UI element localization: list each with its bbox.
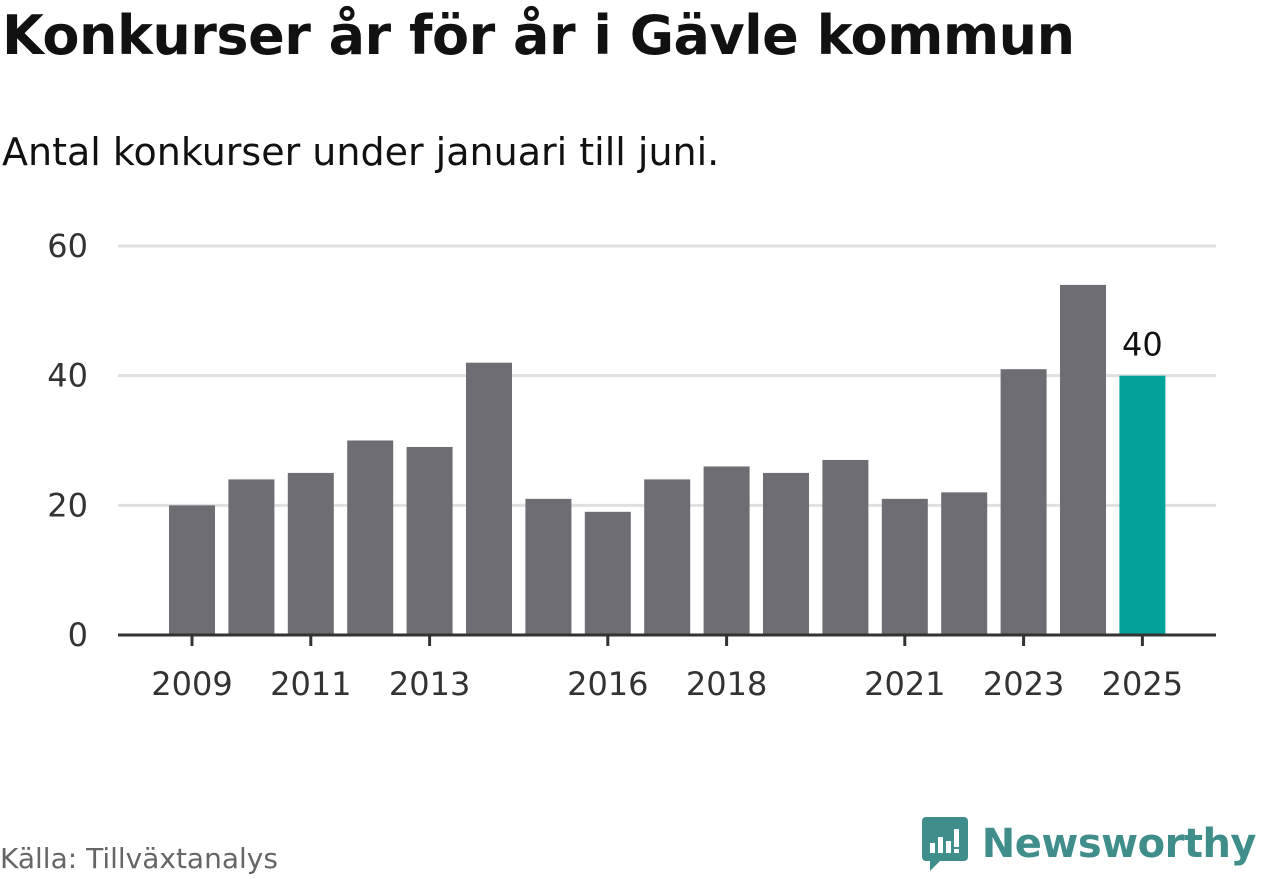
bar-2009 <box>169 505 215 635</box>
bar-2020 <box>822 459 869 635</box>
x-tick-label: 2025 <box>1102 665 1183 703</box>
data-labels: 40 <box>1122 326 1163 364</box>
chart-title: Konkurser år för år i Gävle kommun <box>2 4 1075 67</box>
bars <box>169 284 1166 635</box>
x-tick-label: 2021 <box>864 665 945 703</box>
bar-2022 <box>941 492 988 635</box>
x-tick-label: 2018 <box>686 665 767 703</box>
bar-2011 <box>287 472 334 635</box>
bar-2010 <box>228 479 275 635</box>
chart-subtitle: Antal konkurser under januari till juni. <box>2 130 720 174</box>
bar-2024 <box>1060 284 1106 635</box>
x-axis-ticks: 2009 2011 2013 2016 2018 2021 2023 2025 <box>151 635 1183 703</box>
bar-2012 <box>347 440 394 635</box>
bar-2015 <box>525 498 572 635</box>
bar-2016 <box>584 511 631 635</box>
brand-logo: Newsworthy <box>920 815 1257 873</box>
y-tick-label: 60 <box>47 227 88 265</box>
y-tick-label: 0 <box>68 616 88 654</box>
brand-name: Newsworthy <box>981 821 1257 867</box>
x-tick-label: 2016 <box>567 665 648 703</box>
y-tick-label: 40 <box>47 357 88 395</box>
data-label-2025: 40 <box>1122 326 1163 364</box>
x-tick-label: 2023 <box>983 665 1064 703</box>
bar-2021 <box>881 498 928 635</box>
x-tick-label: 2009 <box>151 665 232 703</box>
gridlines <box>118 244 1216 507</box>
bar-2013 <box>406 446 453 635</box>
bar-2018 <box>703 466 750 635</box>
bar-2025 <box>1119 375 1166 635</box>
y-tick-label: 20 <box>47 486 88 524</box>
newsworthy-logo-icon <box>921 817 968 871</box>
bar-2014 <box>466 362 512 635</box>
y-axis-ticks: 0 20 40 60 <box>47 227 88 654</box>
x-tick-label: 2011 <box>270 665 351 703</box>
x-tick-label: 2013 <box>389 665 470 703</box>
bar-2023 <box>1000 369 1047 635</box>
bar-2019 <box>763 472 809 635</box>
source-note: Källa: Tillväxtanalys <box>0 842 278 875</box>
bar-2017 <box>644 479 691 635</box>
